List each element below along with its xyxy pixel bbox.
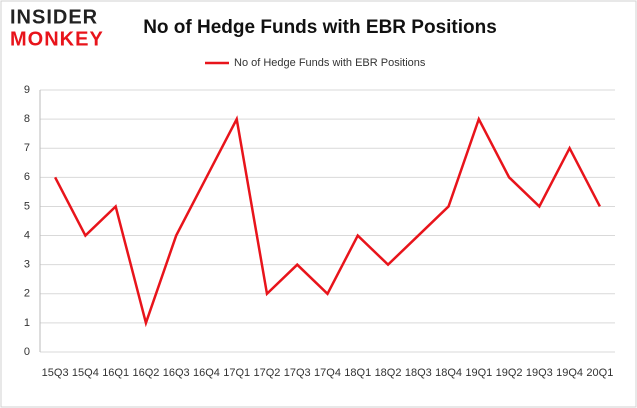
x-tick-label: 15Q4 <box>72 367 99 379</box>
x-tick-label: 16Q4 <box>193 367 220 379</box>
x-tick-label: 16Q3 <box>163 367 190 379</box>
x-tick-label: 18Q1 <box>344 367 371 379</box>
series-line <box>54 115 601 328</box>
x-tick-label: 19Q3 <box>526 367 553 379</box>
legend-label: No of Hedge Funds with EBR Positions <box>234 57 426 69</box>
logo-line2: MONKEY <box>10 28 104 50</box>
x-tick-label: 18Q2 <box>375 367 402 379</box>
y-tick-label: 1 <box>24 317 30 329</box>
y-tick-label: 0 <box>24 346 30 358</box>
chart-title: No of Hedge Funds with EBR Positions <box>143 17 497 38</box>
x-tick-label: 19Q1 <box>465 367 492 379</box>
logo-line1: INSIDER <box>10 6 98 28</box>
x-tick-label: 17Q3 <box>284 367 311 379</box>
x-tick-label: 16Q2 <box>132 367 159 379</box>
x-tick-label: 20Q1 <box>586 367 613 379</box>
x-tick-label: 17Q2 <box>254 367 281 379</box>
y-tick-label: 4 <box>24 229 30 241</box>
x-tick-label: 16Q1 <box>102 367 129 379</box>
y-tick-label: 9 <box>24 84 30 96</box>
x-tick-label: 19Q4 <box>556 367 583 379</box>
y-tick-label: 7 <box>24 142 30 154</box>
x-tick-label: 17Q1 <box>223 367 250 379</box>
y-tick-label: 5 <box>24 200 30 212</box>
x-tick-label: 17Q4 <box>314 367 341 379</box>
x-tick-label: 18Q4 <box>435 367 462 379</box>
x-tick-label: 18Q3 <box>405 367 432 379</box>
y-tick-label: 6 <box>24 171 30 183</box>
y-tick-label: 2 <box>24 288 30 300</box>
x-tick-label: 15Q3 <box>42 367 69 379</box>
y-tick-label: 3 <box>24 259 30 271</box>
x-tick-label: 19Q2 <box>496 367 523 379</box>
y-tick-label: 8 <box>24 113 30 125</box>
